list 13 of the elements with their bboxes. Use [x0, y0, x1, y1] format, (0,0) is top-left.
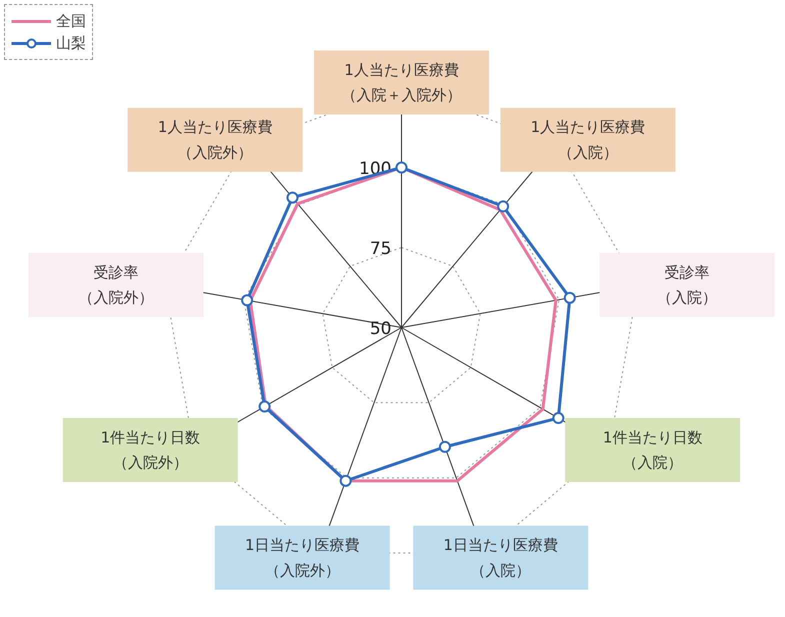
spoke-label: 受診率（入院）	[657, 263, 718, 307]
legend-label: 山梨	[56, 34, 86, 52]
y-tick-label: 75	[370, 239, 392, 259]
spoke-label: 1人当たり医療費（入院＋入院外）	[342, 60, 462, 104]
spoke-label: 受診率（入院外）	[78, 263, 154, 307]
spoke-label: 1件当たり日数（入院外）	[100, 428, 200, 472]
legend-label: 全国	[56, 12, 86, 30]
spoke-label: 1人当たり医療費（入院外）	[158, 118, 272, 162]
spoke-label: 1人当たり医療費（入院）	[530, 118, 646, 162]
spoke-label: 1件当たり日数（入院）	[602, 428, 702, 472]
spoke-label: 1日当たり医療費（入院外）	[245, 536, 360, 580]
spoke-label: 1日当たり医療費（入院）	[443, 536, 558, 580]
y-tick-label: 50	[370, 319, 392, 339]
